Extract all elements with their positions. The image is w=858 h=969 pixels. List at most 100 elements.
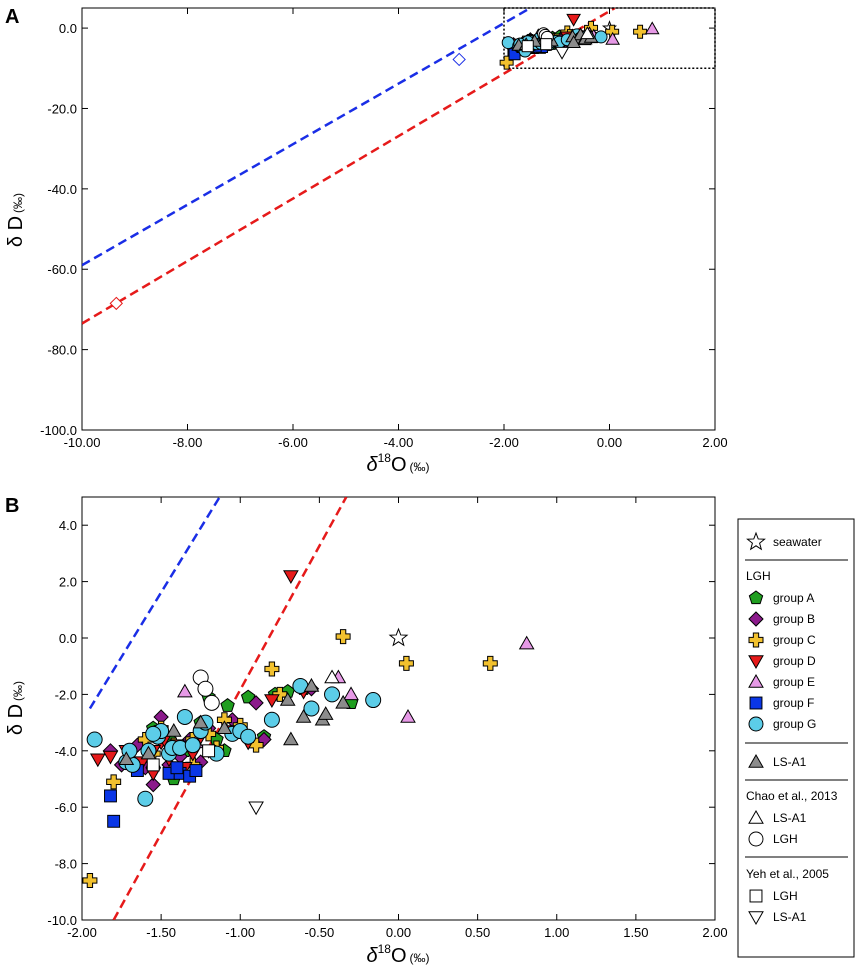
y-tick-label: -40.0 bbox=[47, 182, 77, 197]
point-ls-a1 bbox=[165, 723, 182, 737]
legend-marker-seawater bbox=[746, 531, 766, 551]
point-a-group-e bbox=[644, 21, 660, 35]
y-tick-label: -6.0 bbox=[55, 800, 77, 815]
legend-yeh-ls-label: LS-A1 bbox=[773, 910, 807, 924]
point-group-f bbox=[104, 789, 117, 803]
legend-marker-chao-lgh bbox=[748, 831, 764, 847]
point-yeh-ls-a1 bbox=[248, 801, 264, 816]
point-group-g bbox=[365, 692, 382, 709]
panel-a: A -10.00 -8.00 -6.00 -4.00 -2.00 0.00 2.00 0.0… bbox=[5, 6, 728, 476]
point-a-group-e bbox=[605, 31, 621, 45]
legend: seawater LGH group A group B group C gro… bbox=[737, 518, 855, 958]
legend-markers bbox=[746, 531, 766, 926]
red-diamond bbox=[109, 296, 123, 311]
blue-line-dashed bbox=[82, 8, 531, 267]
point-group-c bbox=[482, 655, 498, 671]
point-a-yeh-ls-a1 bbox=[554, 46, 570, 60]
legend-ls-a1-label: LS-A1 bbox=[773, 755, 807, 769]
y-tick-label: -4.0 bbox=[55, 744, 77, 759]
legend-group-b-label: group B bbox=[773, 612, 815, 626]
legend-group-e-label: group E bbox=[773, 675, 815, 689]
point-ls-a1 bbox=[279, 692, 296, 706]
point-group-a bbox=[240, 689, 256, 704]
panel-a-label: A bbox=[5, 6, 19, 28]
legend-marker-group-c bbox=[748, 632, 764, 648]
point-chao-lgh bbox=[203, 694, 220, 711]
panel-b: B -2.00 -1.50 -1.00 -0.50 0.00 0.50 1.00 1.50 2.… bbox=[5, 495, 728, 967]
point-yeh-lgh bbox=[146, 758, 160, 772]
point-ls-a1 bbox=[335, 694, 351, 709]
point-ls-a1 bbox=[303, 677, 320, 692]
point-group-d bbox=[283, 570, 299, 584]
x-tick-label: -6.00 bbox=[278, 435, 308, 450]
x-tick-label: 0.00 bbox=[597, 435, 622, 450]
point-group-g bbox=[145, 725, 162, 742]
panel-a-y-ticks: 0.0 -20.0 -40.0 -60.0 -80.0 -100.0 bbox=[40, 21, 715, 438]
legend-marker-chao-ls-a1 bbox=[748, 809, 764, 824]
y-tick-label: -80.0 bbox=[47, 343, 77, 358]
legend-marker-group-g bbox=[748, 716, 764, 732]
point-group-d bbox=[89, 753, 106, 768]
legend-group-d-label: group D bbox=[773, 654, 816, 668]
legend-marker-group-f bbox=[749, 696, 763, 710]
point-a-ls-a1 bbox=[566, 35, 581, 48]
point-group-g bbox=[137, 790, 154, 807]
point-group-c bbox=[264, 661, 280, 677]
red-line-dashed bbox=[82, 8, 616, 325]
x-tick-label: 0.00 bbox=[386, 925, 411, 940]
y-tick-label: -2.0 bbox=[55, 687, 77, 702]
legend-group-f-label: group F bbox=[773, 696, 814, 710]
point-group-g bbox=[184, 737, 201, 754]
x-tick-label: -1.50 bbox=[146, 925, 176, 940]
legend-chao-ls-label: LS-A1 bbox=[773, 811, 807, 825]
y-tick-label: -60.0 bbox=[47, 262, 77, 277]
point-a-yeh-lgh bbox=[521, 40, 534, 53]
blue-diamond bbox=[452, 52, 466, 67]
point-ls-a1 bbox=[317, 706, 334, 720]
x-tick-label: 0.50 bbox=[465, 925, 490, 940]
legend-yeh-lgh-label: LGH bbox=[773, 889, 798, 903]
y-tick-label: 4.0 bbox=[59, 518, 77, 533]
legend-chao-lgh-label: LGH bbox=[773, 832, 798, 846]
panel-b-points bbox=[82, 570, 535, 889]
legend-marker-group-b bbox=[748, 611, 764, 627]
point-group-g bbox=[263, 711, 280, 728]
legend-lgh-header: LGH bbox=[746, 569, 771, 583]
point-ls-a1 bbox=[118, 751, 135, 766]
legend-group-g-label: group G bbox=[773, 717, 816, 731]
point-ls-a1 bbox=[216, 720, 233, 734]
point-group-d bbox=[102, 750, 119, 765]
x-tick-label: 1.00 bbox=[544, 925, 569, 940]
y-tick-label: -10.0 bbox=[47, 913, 77, 928]
legend-marker-yeh-ls-a1 bbox=[748, 911, 764, 926]
legend-chao-header: Chao et al., 2013 bbox=[746, 789, 838, 803]
x-tick-label: 1.50 bbox=[623, 925, 648, 940]
legend-marker-yeh-lgh bbox=[749, 889, 763, 903]
panel-a-x-axis-label: δ18O (‰) bbox=[366, 451, 429, 476]
x-tick-label: 2.00 bbox=[702, 435, 727, 450]
legend-seawater-label: seawater bbox=[773, 535, 822, 549]
x-tick-label: -8.00 bbox=[173, 435, 203, 450]
panel-a-frame bbox=[81, 7, 716, 431]
point-seawater bbox=[388, 627, 409, 647]
point-group-c bbox=[398, 655, 414, 671]
point-ls-a1 bbox=[283, 731, 299, 746]
panel-b-label: B bbox=[5, 495, 19, 517]
y-tick-label: -8.0 bbox=[55, 857, 77, 872]
point-ls-a1 bbox=[295, 708, 312, 723]
point-a-yeh-lgh bbox=[540, 38, 553, 51]
legend-marker-group-d bbox=[748, 655, 764, 670]
panel-a-points bbox=[109, 13, 660, 311]
legend-yeh-header: Yeh et al., 2005 bbox=[746, 867, 829, 881]
point-group-c bbox=[335, 629, 351, 645]
x-tick-label: -0.50 bbox=[305, 925, 335, 940]
legend-group-a-label: group A bbox=[773, 591, 814, 605]
legend-marker-group-a bbox=[748, 590, 764, 605]
point-ls-a1 bbox=[192, 714, 209, 729]
legend-marker-ls-a1 bbox=[748, 753, 764, 768]
point-group-c bbox=[82, 873, 98, 889]
x-tick-label: -10.00 bbox=[64, 435, 101, 450]
point-group-e bbox=[400, 708, 416, 723]
panel-b-y-axis-label: δ D(‰) bbox=[5, 681, 27, 735]
